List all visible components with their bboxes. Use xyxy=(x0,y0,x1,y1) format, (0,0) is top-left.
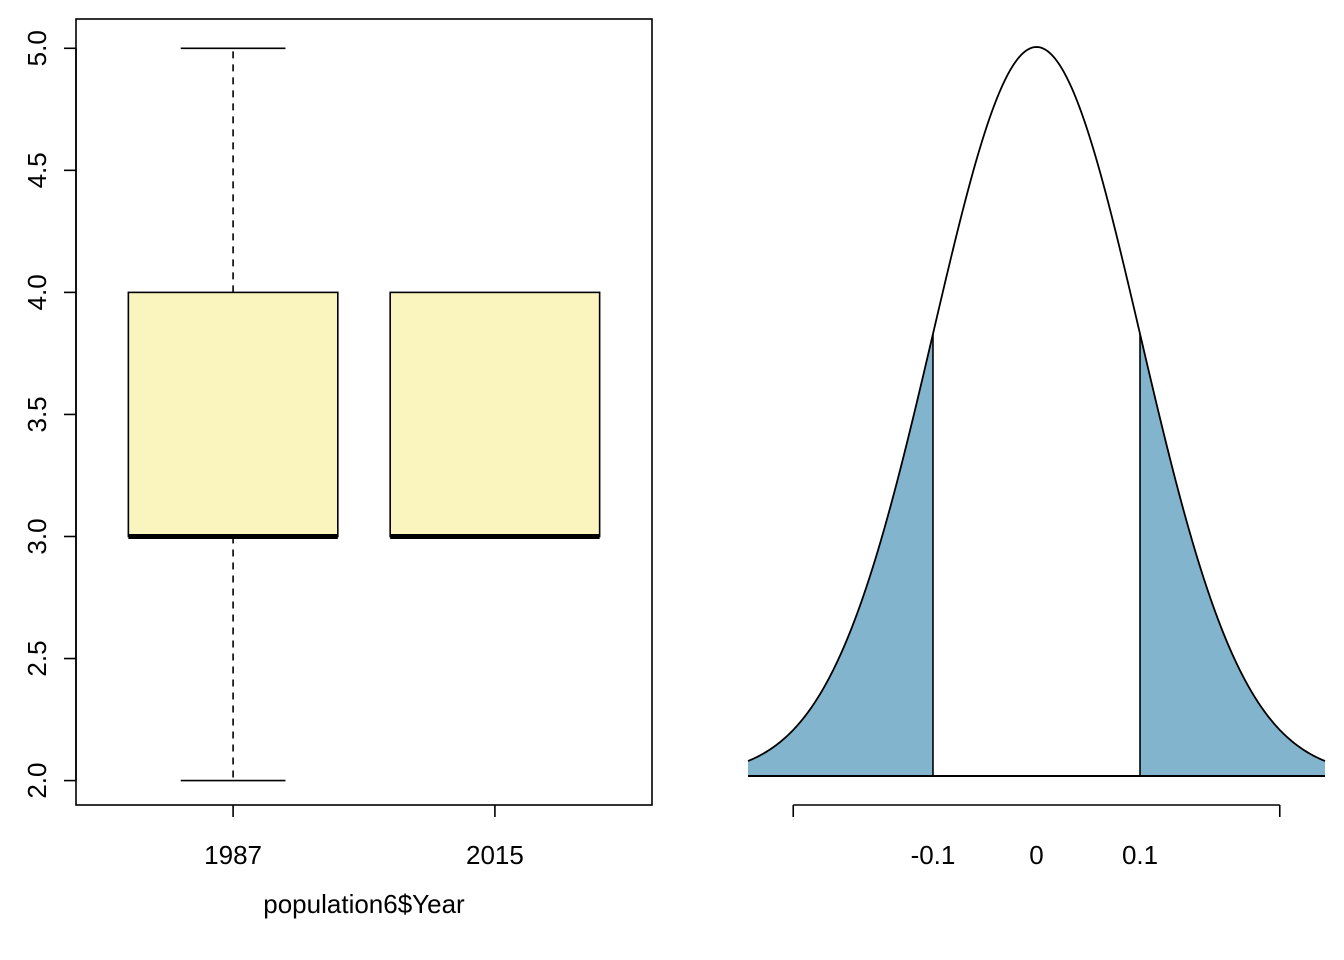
boxplot-panel: 2.0 2.5 3.0 3.5 4.0 4.5 5.0 1987 2015 populatio… xyxy=(22,18,653,919)
density-x-tick-label: 0.1 xyxy=(1122,840,1158,870)
y-tick-label: 2.5 xyxy=(22,640,52,676)
y-tick-label: 5.0 xyxy=(22,30,52,66)
left-tail-area xyxy=(748,333,933,776)
boxplot-x-axis: 1987 2015 xyxy=(204,805,524,870)
density-curve xyxy=(747,46,1326,762)
box-iqr xyxy=(389,291,601,538)
density-panel: -0.1 0 0.1 xyxy=(747,46,1326,870)
y-tick-label: 3.0 xyxy=(22,518,52,554)
density-x-tick-label: -0.1 xyxy=(911,840,956,870)
boxplot-boxes xyxy=(127,47,601,782)
box-1987 xyxy=(127,47,339,782)
x-tick-label: 1987 xyxy=(204,840,262,870)
density-curve-group xyxy=(747,46,1326,777)
box-iqr xyxy=(127,291,339,538)
y-tick-label: 4.5 xyxy=(22,152,52,188)
density-x-tick-label: 0 xyxy=(1029,840,1043,870)
right-tail-area xyxy=(1140,333,1325,776)
box-2015 xyxy=(389,291,601,539)
y-tick-label: 4.0 xyxy=(22,274,52,310)
y-tick-label: 3.5 xyxy=(22,396,52,432)
boxplot-x-axis-title: population6$Year xyxy=(263,889,465,919)
density-x-axis: -0.1 0 0.1 xyxy=(792,804,1281,870)
density-shaded-tails xyxy=(748,333,1325,776)
boxplot-y-axis: 2.0 2.5 3.0 3.5 4.0 4.5 5.0 xyxy=(22,30,77,799)
y-tick-label: 2.0 xyxy=(22,763,52,799)
x-tick-label: 2015 xyxy=(466,840,524,870)
